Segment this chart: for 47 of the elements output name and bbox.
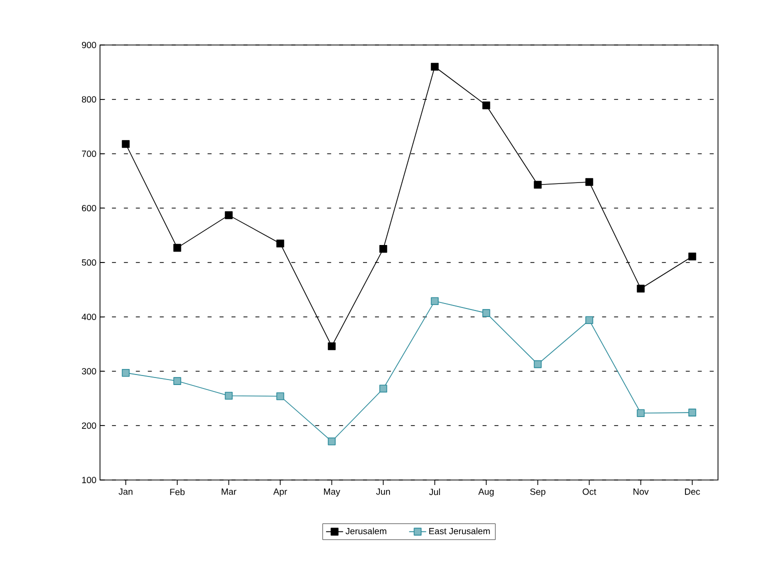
point bbox=[636, 409, 645, 418]
point bbox=[534, 360, 542, 368]
point bbox=[224, 211, 233, 220]
point bbox=[534, 180, 542, 189]
x-tick-label: Jun bbox=[376, 488, 390, 495]
y-tick-label: 600 bbox=[82, 204, 96, 212]
point bbox=[585, 316, 594, 324]
point bbox=[122, 140, 130, 148]
point bbox=[328, 342, 336, 350]
legend-label: Jerusalem bbox=[346, 528, 386, 534]
x-tick-label: Nov bbox=[634, 488, 649, 495]
point bbox=[688, 408, 696, 416]
point bbox=[224, 392, 233, 400]
point bbox=[276, 392, 284, 400]
x-tick-label: Jan bbox=[118, 488, 132, 495]
point bbox=[688, 252, 696, 260]
x-tick-label: Jul bbox=[429, 488, 440, 496]
point bbox=[585, 178, 594, 186]
legend-label: East Jerusalem bbox=[429, 528, 490, 534]
point bbox=[379, 384, 388, 393]
point bbox=[430, 62, 439, 71]
y-tick-label: 200 bbox=[82, 422, 96, 429]
point bbox=[173, 377, 182, 385]
x-tick-label: Sep bbox=[530, 488, 546, 497]
point bbox=[328, 437, 336, 446]
y-tick-label: 700 bbox=[82, 150, 96, 157]
y-tick-label: 800 bbox=[82, 96, 96, 103]
y-tick-label: 900 bbox=[82, 42, 96, 48]
point bbox=[482, 101, 490, 110]
point bbox=[122, 368, 130, 377]
point bbox=[636, 284, 645, 292]
point bbox=[379, 245, 388, 253]
point bbox=[482, 309, 490, 317]
y-tick-label: 400 bbox=[82, 314, 96, 320]
x-tick-label: Dec bbox=[685, 488, 700, 495]
point bbox=[276, 240, 284, 248]
x-tick-label: Aug bbox=[478, 488, 494, 497]
y-tick-label: 500 bbox=[82, 259, 96, 266]
x-tick-label: Feb bbox=[170, 488, 185, 496]
x-tick-label: Mar bbox=[222, 488, 236, 495]
y-tick-label: 100 bbox=[82, 476, 96, 484]
x-tick-label: Apr bbox=[273, 488, 288, 497]
y-tick-label: 300 bbox=[82, 368, 96, 374]
point bbox=[430, 297, 439, 306]
x-tick-label: Oct bbox=[582, 488, 596, 495]
x-tick-label: May bbox=[324, 488, 340, 497]
point bbox=[173, 244, 182, 252]
